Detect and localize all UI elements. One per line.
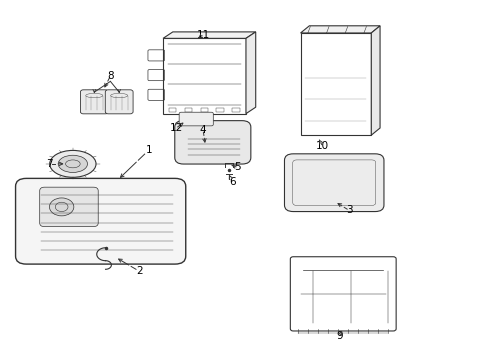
FancyBboxPatch shape	[16, 179, 185, 264]
Text: 5: 5	[233, 162, 240, 172]
Polygon shape	[163, 32, 255, 39]
Text: 2: 2	[136, 266, 142, 276]
FancyBboxPatch shape	[105, 90, 133, 114]
Circle shape	[49, 198, 74, 216]
Text: 10: 10	[315, 141, 328, 151]
Bar	[163, 39, 245, 114]
FancyBboxPatch shape	[40, 187, 98, 226]
Text: 11: 11	[196, 30, 209, 40]
Bar	[184, 108, 192, 112]
Polygon shape	[300, 26, 379, 33]
Ellipse shape	[58, 155, 87, 172]
Text: 9: 9	[336, 331, 342, 341]
Bar	[200, 108, 207, 112]
Text: 3: 3	[346, 206, 352, 216]
Bar	[216, 108, 224, 112]
Bar	[232, 108, 239, 112]
Text: 12: 12	[169, 123, 183, 133]
Bar	[168, 108, 176, 112]
Text: 1: 1	[146, 144, 152, 154]
Polygon shape	[245, 32, 255, 114]
Text: 6: 6	[228, 177, 235, 187]
Ellipse shape	[50, 150, 96, 177]
FancyBboxPatch shape	[174, 121, 250, 164]
Text: 4: 4	[199, 125, 206, 135]
Text: 8: 8	[107, 71, 114, 81]
Polygon shape	[370, 26, 379, 135]
FancyBboxPatch shape	[179, 112, 213, 126]
FancyBboxPatch shape	[284, 154, 383, 212]
FancyBboxPatch shape	[80, 90, 108, 114]
Text: 7: 7	[46, 159, 53, 169]
